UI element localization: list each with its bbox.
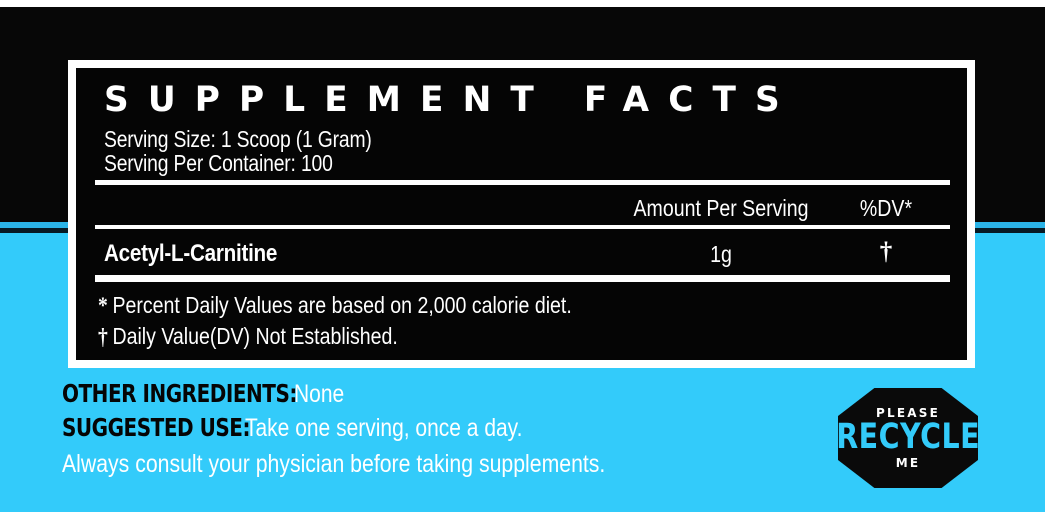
other-ingredients-label: OTHER INGREDIENTS: [62,379,297,408]
footnote-daily-values: * Percent Daily Values are based on 2,000… [98,290,572,321]
ingredient-dv-dagger: † [879,238,893,265]
footnotes-block: * Percent Daily Values are based on 2,000… [98,290,655,352]
suggested-use-value: Take one serving, once a day. [245,414,523,442]
suggested-use-label: SUGGESTED USE: [62,413,250,442]
recycle-badge-shape [838,388,978,488]
other-ingredients-row: OTHER INGREDIENTS:None [62,379,822,413]
rule-above-columns [95,180,950,185]
rule-below-ingredients [95,275,950,282]
footnote-asterisk-mark: * [98,293,108,318]
recycle-please-text: PLEASE [876,406,940,420]
footnote-dv-not-established-text: Daily Value(DV) Not Established. [112,323,398,349]
supplement-facts-title: SUPPLEMENT FACTS [104,80,799,120]
bottom-white-strip [0,512,1045,522]
footnote-daily-values-text: Percent Daily Values are based on 2,000 … [112,292,572,318]
top-white-strip [0,0,1045,7]
recycle-me-text: ME [895,456,921,470]
recycle-badge-text: PLEASE RECYCLE ME [836,388,980,488]
ingredient-name: Acetyl-L-Carnitine [104,240,278,267]
column-header-percent-dv: %DV* [859,195,913,221]
column-header-amount-per-serving: Amount Per Serving [633,195,809,221]
footnote-dv-not-established: † Daily Value(DV) Not Established. [98,321,572,352]
footnote-dagger-mark: † [98,324,108,349]
serving-size-text: Serving Size: 1 Scoop (1 Gram) [104,126,372,152]
supplement-facts-inner: SUPPLEMENT FACTS Serving Size: 1 Scoop (… [76,68,967,360]
recycle-recycle-text: RECYCLE [836,416,980,458]
below-panel-text-block: OTHER INGREDIENTS:None SUGGESTED USE:Tak… [62,379,822,481]
supplement-facts-panel: SUPPLEMENT FACTS Serving Size: 1 Scoop (… [68,60,975,368]
suggested-use-row: SUGGESTED USE:Take one serving, once a d… [62,413,822,447]
physician-note-text: Always consult your physician before tak… [62,450,606,478]
rule-below-columns [95,225,950,229]
serving-per-container-text: Serving Per Container: 100 [104,150,333,176]
other-ingredients-value: None [293,380,344,408]
serving-info-block: Serving Size: 1 Scoop (1 Gram) Serving P… [104,127,423,175]
ingredient-amount: 1g [710,241,732,267]
please-recycle-me-badge: PLEASE RECYCLE ME [836,388,980,488]
